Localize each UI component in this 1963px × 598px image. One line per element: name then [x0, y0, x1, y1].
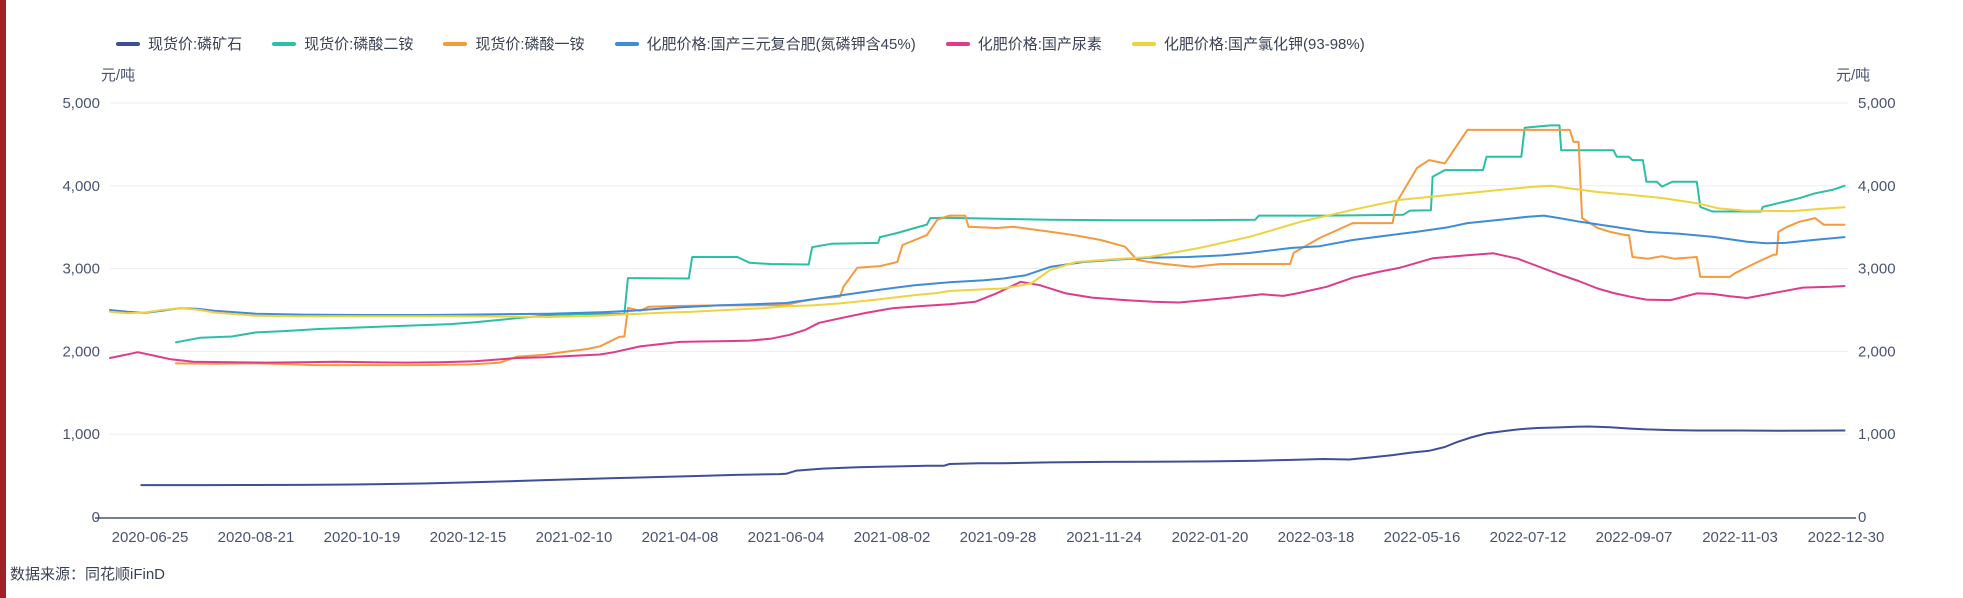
series-line-1[interactable]	[175, 124, 1846, 344]
legend-item-label: 现货价:磷酸二铵	[304, 36, 414, 53]
y-tick-label-left: 5,000	[62, 95, 100, 112]
legend-item-label: 现货价:磷酸一铵	[475, 36, 585, 53]
left-red-strip	[0, 0, 6, 598]
x-tick-label: 2020-12-15	[430, 529, 507, 546]
x-tick-label: 2022-07-12	[1490, 529, 1567, 546]
y-tick-label-right: 0	[1858, 509, 1866, 526]
x-tick-label: 2021-06-04	[748, 529, 825, 546]
x-tick-label: 2022-01-20	[1172, 529, 1249, 546]
x-tick-label: 2022-03-18	[1278, 529, 1355, 546]
chart-legend: 现货价:磷矿石 现货价:磷酸二铵 现货价:磷酸一铵 化肥价格:国产三元复合肥(氮磷钾含…	[116, 33, 1365, 54]
legend-swatch-icon	[945, 41, 970, 46]
x-tick-label: 2020-10-19	[324, 529, 401, 546]
x-tick-label: 2022-05-16	[1384, 529, 1461, 546]
y-tick-label-left: 2,000	[62, 343, 100, 360]
legend-swatch-icon	[443, 41, 468, 46]
legend-item-3[interactable]: 化肥价格:国产三元复合肥(氮磷钾含45%)	[614, 33, 916, 54]
y-tick-label-left: 4,000	[62, 178, 100, 195]
x-tick-label: 2021-11-24	[1066, 529, 1142, 546]
data-source-note: 数据来源：同花顺iFinD	[10, 566, 166, 583]
legend-swatch-icon	[116, 41, 140, 46]
legend-item-0[interactable]: 现货价:磷矿石	[116, 33, 242, 54]
x-tick-label: 2022-11-03	[1702, 529, 1778, 546]
x-tick-label: 2021-02-10	[536, 529, 613, 546]
y-tick-label-right: 5,000	[1858, 95, 1896, 112]
x-tick-label: 2021-08-02	[854, 529, 931, 546]
legend-item-2[interactable]: 现货价:磷酸一铵	[443, 33, 585, 54]
x-tick-label: 2021-04-08	[642, 529, 719, 546]
legend-item-1[interactable]: 现货价:磷酸二铵	[272, 33, 413, 54]
legend-item-4[interactable]: 化肥价格:国产尿素	[945, 33, 1102, 54]
legend-swatch-icon	[614, 41, 639, 46]
legend-swatch-icon	[272, 41, 297, 46]
legend-item-label: 化肥价格:国产氯化钾(93-98%)	[1163, 36, 1365, 53]
x-tick-label: 2022-12-30	[1808, 529, 1885, 546]
legend-item-label: 现货价:磷矿石	[148, 36, 243, 53]
y-axis-unit-left: 元/吨	[100, 67, 136, 84]
y-tick-label-right: 3,000	[1858, 261, 1896, 278]
series-line-0[interactable]	[140, 425, 1846, 487]
series-line-4[interactable]	[109, 252, 1846, 364]
series-line-2[interactable]	[175, 128, 1846, 367]
legend-item-label: 化肥价格:国产尿素	[977, 36, 1102, 53]
y-tick-label-right: 2,000	[1858, 343, 1896, 360]
x-tick-label: 2020-08-21	[218, 529, 295, 546]
legend-swatch-icon	[1131, 41, 1156, 46]
x-tick-label: 2020-06-25	[112, 529, 189, 546]
x-tick-label: 2022-09-07	[1596, 529, 1673, 546]
y-axis-unit-right: 元/吨	[1836, 67, 1871, 84]
y-tick-label-left: 1,000	[62, 426, 100, 443]
legend-item-label: 化肥价格:国产三元复合肥(氮磷钾含45%)	[646, 36, 916, 53]
y-tick-label-right: 4,000	[1858, 178, 1896, 195]
y-tick-label-left: 3,000	[62, 261, 100, 278]
y-tick-label-right: 1,000	[1858, 426, 1896, 443]
legend-item-5[interactable]: 化肥价格:国产氯化钾(93-98%)	[1131, 33, 1365, 54]
series-line-3[interactable]	[109, 214, 1846, 316]
series-line-5[interactable]	[109, 184, 1846, 318]
y-tick-label-left: 0	[92, 509, 100, 526]
x-tick-label: 2021-09-28	[960, 529, 1037, 546]
